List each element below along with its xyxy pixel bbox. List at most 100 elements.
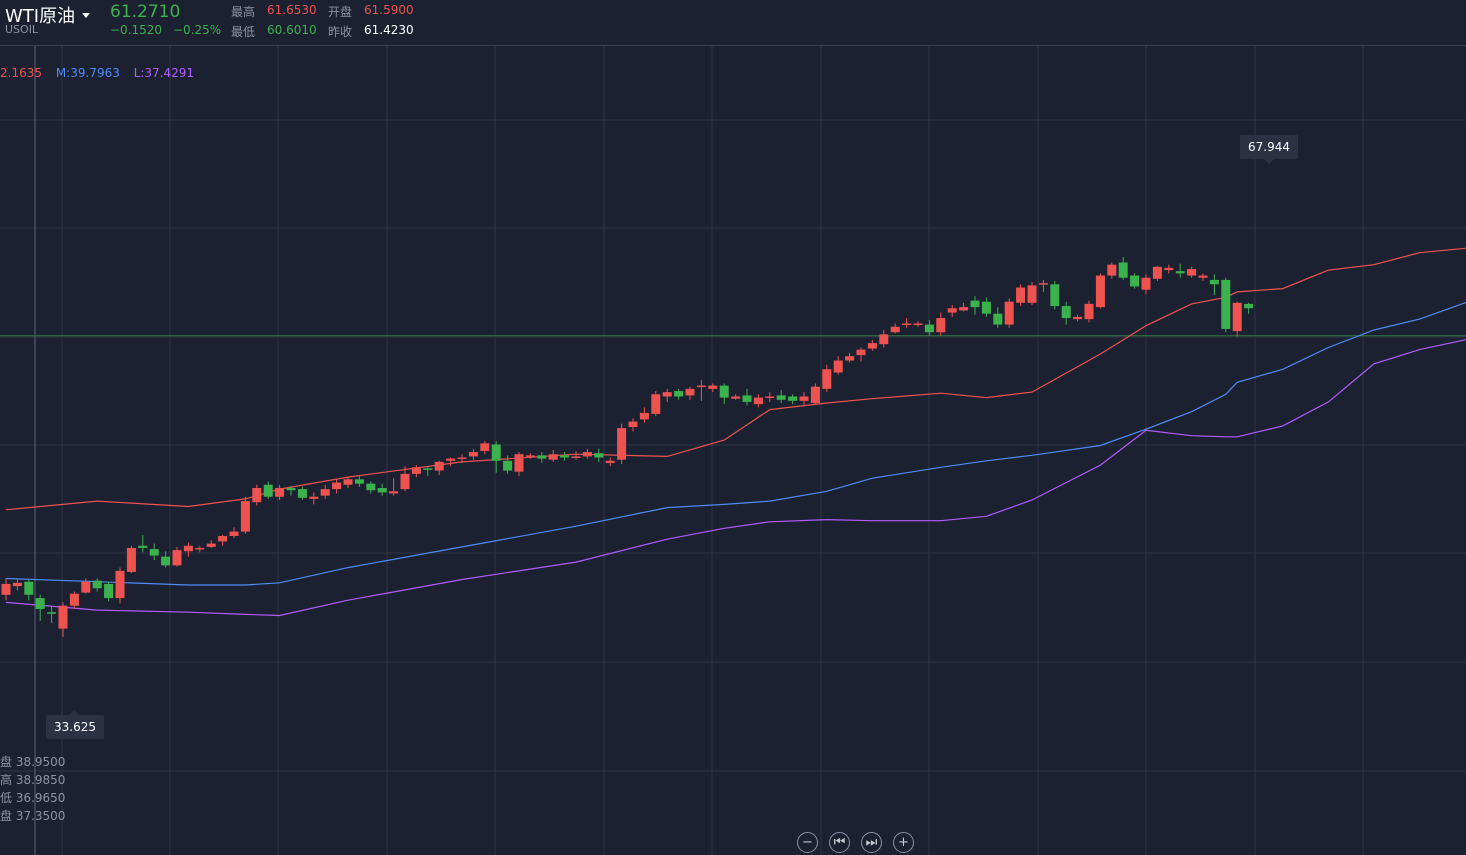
high-value: 61.6530	[267, 3, 317, 17]
candle-body	[377, 488, 387, 493]
candle-body	[1095, 275, 1105, 308]
open-label: 开盘	[328, 5, 353, 19]
candle-body	[115, 570, 125, 599]
prev-close-label: 昨收	[328, 25, 353, 39]
price-change-percent: −0.25%	[173, 23, 222, 37]
candle-body	[902, 323, 912, 325]
candlestick-chart[interactable]	[0, 46, 1466, 855]
last-price: 61.2710	[110, 2, 181, 22]
candle-body	[731, 396, 741, 399]
candle-body	[662, 392, 672, 397]
candle-body	[639, 412, 649, 420]
candle-body	[297, 489, 307, 498]
candle-body	[525, 455, 535, 457]
candle-body	[218, 535, 228, 542]
candle-body	[1209, 279, 1219, 285]
candle-body	[149, 549, 159, 556]
candle-body	[776, 395, 786, 400]
candle-body	[1107, 264, 1117, 276]
candle-body	[856, 349, 866, 356]
candle-body	[1152, 266, 1162, 279]
symbol-selector[interactable]: WTI原油	[5, 2, 91, 28]
candle-body	[1187, 269, 1197, 276]
cursor-ohlc-panel: 盘 38.9500 高 38.9850 低 36.9650 盘 37.3500	[0, 753, 65, 825]
candle-body	[468, 452, 478, 457]
candle-body	[24, 581, 34, 595]
candle-body	[514, 454, 524, 472]
candle-body	[286, 488, 296, 491]
candle-body	[674, 391, 684, 397]
jump-first-button[interactable]: ⏮	[829, 832, 850, 853]
candle-body	[263, 484, 273, 497]
candle-body	[1016, 287, 1026, 303]
candle-body	[480, 443, 490, 451]
zoom-out-button[interactable]: −	[797, 832, 818, 853]
candle-body	[35, 598, 45, 609]
candle-body	[423, 468, 433, 470]
candle-body	[69, 593, 79, 606]
candle-body	[1073, 316, 1083, 320]
min-price-tooltip: 33.625	[46, 710, 104, 739]
price-change: −0.1520	[110, 23, 163, 37]
candle-body	[58, 605, 68, 629]
symbol-code: USOIL	[5, 23, 39, 36]
chart-controls: − ⏮ ⏭ +	[797, 832, 914, 853]
candle-body	[765, 396, 775, 398]
candle-body	[1038, 283, 1048, 285]
jump-last-button[interactable]: ⏭	[861, 832, 882, 853]
candle-body	[1130, 275, 1140, 287]
candle-body	[126, 547, 136, 572]
candle-body	[12, 582, 22, 587]
candle-body	[138, 545, 148, 548]
candle-body	[309, 496, 319, 499]
candle-body	[936, 318, 946, 333]
zoom-in-button[interactable]: +	[893, 832, 914, 853]
candle-body	[890, 326, 900, 333]
bollinger-legend: 2.1635 M:39.7963 L:37.4291	[0, 66, 204, 80]
candle-body	[343, 479, 353, 485]
cursor-high: 高 38.9850	[0, 773, 66, 787]
candle-body	[719, 385, 729, 398]
candle-body	[924, 324, 934, 333]
candle-body	[1232, 302, 1242, 332]
candle-body	[183, 545, 193, 552]
candle-body	[457, 457, 467, 460]
candle-body	[788, 396, 798, 401]
candle-body	[582, 452, 592, 457]
candle-body	[81, 581, 91, 593]
candle-body	[822, 369, 832, 389]
candle-body	[1084, 303, 1094, 320]
candle-body	[867, 343, 877, 349]
candle-body	[354, 479, 364, 484]
candle-body	[913, 323, 923, 325]
candle-body	[1175, 271, 1185, 274]
candle-body	[799, 396, 809, 401]
candle-body	[1221, 279, 1231, 329]
candle-body	[104, 583, 114, 599]
caret-down-icon	[82, 12, 91, 18]
candle-body	[252, 488, 262, 503]
candle-body	[1198, 275, 1208, 278]
candle-body	[1, 583, 11, 595]
low-label: 最低	[231, 25, 256, 39]
bollinger-lower-line	[5, 339, 1466, 617]
max-price-tooltip: 67.944	[1240, 135, 1298, 164]
candle-body	[810, 386, 820, 404]
candle-body	[206, 543, 216, 547]
candle-body	[845, 356, 855, 361]
cursor-open: 盘 38.9500	[0, 755, 66, 769]
candle-body	[947, 308, 957, 313]
candle-body	[548, 454, 558, 460]
candle-body	[742, 395, 752, 402]
high-label: 最高	[231, 5, 256, 19]
symbol-name: WTI原油	[5, 6, 76, 27]
candle-body	[753, 397, 763, 405]
bollinger-upper-value: 2.1635	[0, 66, 42, 80]
bollinger-mid-line	[5, 301, 1466, 586]
candle-body	[696, 385, 706, 388]
candle-body	[708, 385, 718, 389]
open-value: 61.5900	[364, 3, 414, 17]
bollinger-mid-value: M:39.7963	[55, 66, 120, 80]
candle-body	[537, 455, 547, 459]
